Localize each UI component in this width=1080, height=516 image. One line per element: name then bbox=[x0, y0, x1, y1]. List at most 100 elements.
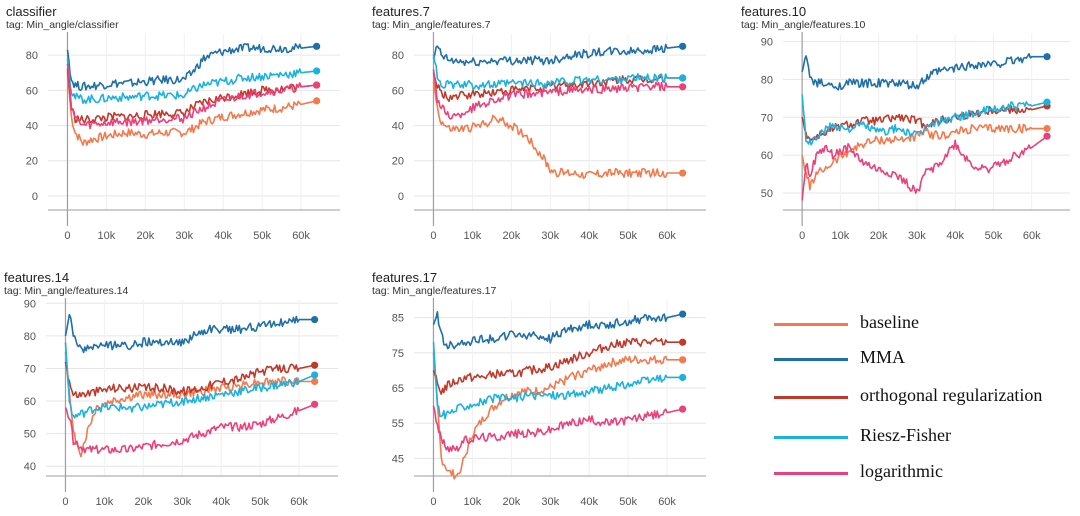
series-end-point bbox=[313, 42, 321, 50]
legend-item-riesz-fisher: Riesz-Fisher bbox=[770, 425, 1080, 449]
y-tick-label: 70 bbox=[24, 363, 36, 375]
x-tick-label: 10k bbox=[98, 230, 116, 242]
chart-title: classifier bbox=[6, 4, 57, 19]
chart-title: features.17 bbox=[372, 270, 438, 285]
y-tick-label: 80 bbox=[392, 50, 404, 62]
series-end-point bbox=[311, 377, 319, 386]
series-line-logarithmic bbox=[64, 403, 315, 455]
x-tick-label: 10k bbox=[464, 496, 482, 508]
y-tick-label: 0 bbox=[32, 191, 38, 203]
series-line-orthogonal-regularization bbox=[432, 72, 683, 102]
chart-plot: 40 50 60 70 80 90 0 10k 20k 30k 40k 50k 60k bbox=[24, 298, 338, 508]
legend-label: baseline bbox=[860, 312, 919, 332]
y-tick-label: 40 bbox=[26, 121, 38, 133]
series-line-logarithmic bbox=[432, 69, 683, 120]
x-tick-label: 40k bbox=[946, 230, 964, 242]
x-tick-label: 30k bbox=[541, 496, 559, 508]
series-end-point bbox=[1043, 125, 1051, 133]
series-line-mma bbox=[64, 313, 315, 354]
chart-tag: tag: Min_angle/features.17 bbox=[372, 285, 497, 297]
y-tick-label: 85 bbox=[392, 313, 404, 325]
series-end-point bbox=[313, 81, 321, 89]
series-line-baseline bbox=[64, 352, 315, 458]
series-line-riesz-fisher bbox=[64, 342, 315, 419]
x-tick-label: 0 bbox=[430, 496, 436, 508]
series-line-mma bbox=[66, 43, 317, 92]
legend-item-logarithmic: logarithmic bbox=[770, 461, 1080, 485]
chart-plot: 50 60 70 80 90 0 10k 20k 30k 40k 50k 60k bbox=[761, 32, 1070, 242]
x-tick-label: 0 bbox=[64, 230, 70, 242]
legend-swatch bbox=[774, 323, 848, 326]
y-tick-label: 60 bbox=[761, 150, 773, 162]
y-tick-label: 65 bbox=[392, 383, 404, 395]
x-tick-label: 30k bbox=[908, 230, 926, 242]
x-tick-label: 20k bbox=[502, 496, 520, 508]
series-end-point bbox=[679, 373, 687, 382]
series-end-point bbox=[313, 97, 321, 105]
x-tick-label: 60k bbox=[1023, 230, 1041, 242]
series-line-baseline bbox=[801, 123, 1047, 191]
legend-label: orthogonal regularization bbox=[860, 385, 1043, 405]
x-tick-label: 60k bbox=[658, 230, 676, 242]
series-end-point bbox=[679, 405, 687, 413]
y-tick-label: 60 bbox=[26, 85, 38, 97]
x-tick-label: 40k bbox=[214, 230, 232, 242]
y-tick-label: 50 bbox=[761, 188, 773, 200]
x-tick-label: 60k bbox=[658, 496, 676, 508]
chart-tag: tag: Min_angle/features.10 bbox=[741, 19, 866, 31]
x-tick-label: 50k bbox=[251, 496, 269, 508]
y-tick-label: 60 bbox=[24, 396, 36, 408]
series-end-point bbox=[313, 67, 321, 75]
legend: baseline MMA orthogonal regularization R… bbox=[770, 308, 1080, 498]
series-line-riesz-fisher bbox=[801, 94, 1048, 146]
chart-tag: tag: Min_angle/features.14 bbox=[4, 285, 129, 297]
series-line-baseline bbox=[66, 72, 317, 146]
series-end-point bbox=[311, 361, 319, 369]
series-line-logarithmic bbox=[432, 405, 683, 453]
series-end-point bbox=[679, 338, 687, 346]
x-tick-label: 50k bbox=[619, 496, 637, 508]
legend-item-mma: MMA bbox=[770, 347, 1080, 371]
series-end-point bbox=[679, 356, 687, 364]
legend-swatch bbox=[774, 472, 848, 475]
series-line-logarithmic bbox=[801, 135, 1048, 201]
x-tick-label: 20k bbox=[134, 496, 152, 508]
chart-title: features.7 bbox=[372, 4, 430, 19]
y-tick-label: 20 bbox=[392, 156, 404, 168]
x-tick-label: 40k bbox=[212, 496, 230, 508]
chart-plot: 0 20 40 60 80 0 10k 20k 30k 40k 50k 60k bbox=[392, 32, 706, 242]
series-end-point bbox=[679, 310, 687, 318]
y-tick-label: 0 bbox=[398, 191, 404, 203]
x-tick-label: 10k bbox=[464, 230, 482, 242]
x-tick-label: 40k bbox=[580, 230, 598, 242]
series-end-point bbox=[1043, 132, 1051, 140]
y-tick-label: 60 bbox=[392, 85, 404, 97]
series-line-orthogonal-regularization bbox=[801, 105, 1048, 141]
x-tick-label: 10k bbox=[96, 496, 114, 508]
legend-label: Riesz-Fisher bbox=[860, 425, 951, 445]
chart-title: features.14 bbox=[4, 270, 70, 285]
series-end-point bbox=[1043, 98, 1051, 106]
y-tick-label: 75 bbox=[392, 348, 404, 360]
x-tick-label: 10k bbox=[832, 230, 850, 242]
chart-plot: 0 20 40 60 80 0 10k 20k 30k 40k 50k 60k bbox=[26, 32, 340, 242]
x-tick-label: 20k bbox=[136, 230, 154, 242]
y-tick-label: 90 bbox=[24, 298, 36, 310]
x-tick-label: 60k bbox=[292, 230, 310, 242]
legend-label: MMA bbox=[860, 347, 906, 367]
series-end-point bbox=[311, 371, 319, 379]
y-tick-label: 40 bbox=[392, 121, 404, 133]
x-tick-label: 0 bbox=[430, 230, 436, 242]
y-tick-label: 45 bbox=[392, 453, 404, 465]
series-end-point bbox=[311, 315, 319, 324]
series-end-point bbox=[679, 42, 687, 50]
series-line-mma bbox=[432, 311, 683, 350]
x-tick-label: 30k bbox=[173, 496, 191, 508]
legend-label: logarithmic bbox=[860, 461, 943, 481]
y-tick-label: 55 bbox=[392, 418, 404, 430]
x-tick-label: 20k bbox=[502, 230, 520, 242]
series-end-point bbox=[679, 83, 687, 91]
series-end-point bbox=[1043, 53, 1051, 61]
y-tick-label: 20 bbox=[26, 156, 38, 168]
y-tick-label: 50 bbox=[24, 429, 36, 441]
